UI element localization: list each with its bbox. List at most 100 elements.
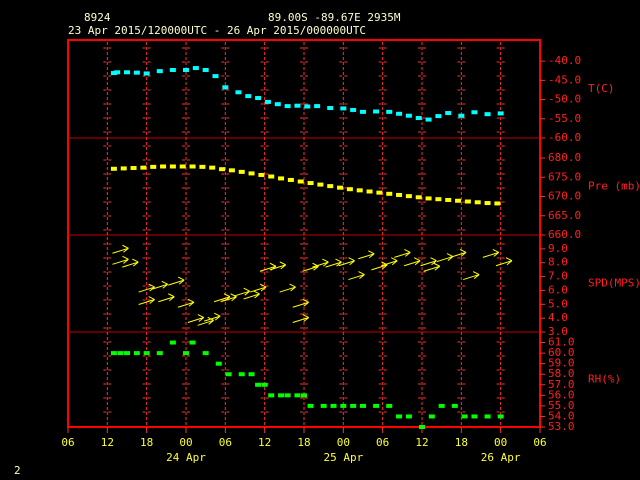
data-point (458, 113, 465, 118)
y-tick-label: -50.0 (548, 93, 581, 106)
x-tick-label: 06 (61, 436, 74, 449)
wind-arrow (213, 293, 231, 303)
wind-arrow (138, 296, 155, 305)
data-point (405, 414, 412, 419)
data-point (245, 94, 252, 99)
data-point (110, 166, 117, 171)
data-point (117, 351, 124, 356)
data-point (278, 176, 285, 181)
date-label: 24 Apr (166, 451, 206, 464)
y-tick-label: -55.0 (548, 112, 581, 125)
y-tick-label: 680.0 (548, 151, 581, 164)
wind-arrow (243, 290, 260, 300)
x-tick-label: 18 (455, 436, 468, 449)
y-tick-label: 3.0 (548, 325, 568, 338)
wind-arrow (348, 271, 365, 281)
wind-arrow (325, 258, 342, 268)
data-point (160, 164, 167, 169)
data-point (264, 99, 271, 104)
data-point (255, 382, 262, 387)
x-tick-label: 12 (415, 436, 428, 449)
data-point (340, 403, 347, 408)
data-point (435, 197, 442, 202)
grid-line (418, 42, 426, 425)
y-tick-label: 55.0 (548, 399, 575, 412)
data-point (169, 340, 176, 345)
data-point (464, 199, 471, 204)
x-tick-label: 18 (140, 436, 153, 449)
wind-arrow (338, 257, 355, 267)
y-tick-label: 56.0 (548, 388, 575, 401)
data-point (330, 403, 337, 408)
wind-arrow (233, 287, 251, 297)
data-point (307, 403, 314, 408)
data-point (202, 351, 209, 356)
data-point (438, 403, 445, 408)
data-point (238, 169, 245, 174)
y-tick-label: 59.0 (548, 357, 575, 370)
data-point (396, 111, 403, 116)
y-tick-label: 53.0 (548, 420, 575, 433)
data-point (278, 393, 285, 398)
x-tick-label: 00 (494, 436, 507, 449)
wind-arrow (404, 257, 421, 267)
data-point (179, 164, 186, 169)
data-point (350, 107, 357, 112)
data-point (297, 179, 304, 184)
y-tick-label: 54.0 (548, 409, 575, 422)
y-tick-label: 670.0 (548, 190, 581, 203)
data-point (451, 403, 458, 408)
data-point (425, 117, 432, 122)
grid-line (260, 42, 269, 425)
data-point (124, 351, 130, 356)
data-point (307, 181, 314, 186)
x-tick-label: 00 (179, 436, 192, 449)
data-point (445, 111, 452, 116)
data-point (294, 393, 301, 398)
y-tick-label: 665.0 (548, 209, 581, 222)
date-label: 25 Apr (323, 451, 363, 464)
y-tick-label: -40.0 (548, 54, 581, 67)
date-label: 26 Apr (481, 451, 521, 464)
data-point (484, 414, 491, 419)
data-point (497, 414, 504, 419)
data-point (376, 190, 383, 195)
data-point (114, 70, 121, 75)
grid-line (182, 42, 190, 425)
axis-label: SPD(MPS) (588, 277, 640, 290)
y-tick-label: 9.0 (548, 242, 568, 255)
wind-arrow (302, 262, 319, 272)
y-tick-label: 5.0 (548, 297, 568, 310)
wind-arrow (122, 258, 139, 268)
data-point (445, 197, 452, 202)
data-point (284, 104, 291, 109)
data-point (405, 194, 412, 199)
x-tick-label: 06 (219, 436, 232, 449)
data-point (497, 111, 504, 116)
data-point (373, 403, 380, 408)
data-point (386, 109, 393, 114)
data-point (415, 195, 422, 200)
data-point (150, 164, 157, 169)
y-tick-label: 60.0 (548, 346, 575, 359)
data-point (110, 71, 117, 76)
data-point (304, 104, 311, 109)
data-point (209, 165, 216, 170)
data-point (435, 114, 442, 119)
axis-label: T(C) (588, 82, 615, 95)
y-tick-label: 660.0 (548, 228, 581, 241)
data-point (474, 200, 481, 205)
data-point (222, 85, 229, 90)
wind-arrow (371, 261, 388, 271)
y-tick-label: 675.0 (548, 170, 581, 183)
y-tick-label: 61.0 (548, 336, 575, 349)
data-point (494, 201, 501, 206)
data-point (156, 351, 163, 356)
data-point (455, 198, 462, 203)
data-point (320, 403, 327, 408)
data-point (360, 109, 366, 114)
x-tick-label: 06 (533, 436, 546, 449)
wind-arrow (204, 312, 221, 322)
data-point (284, 393, 291, 398)
